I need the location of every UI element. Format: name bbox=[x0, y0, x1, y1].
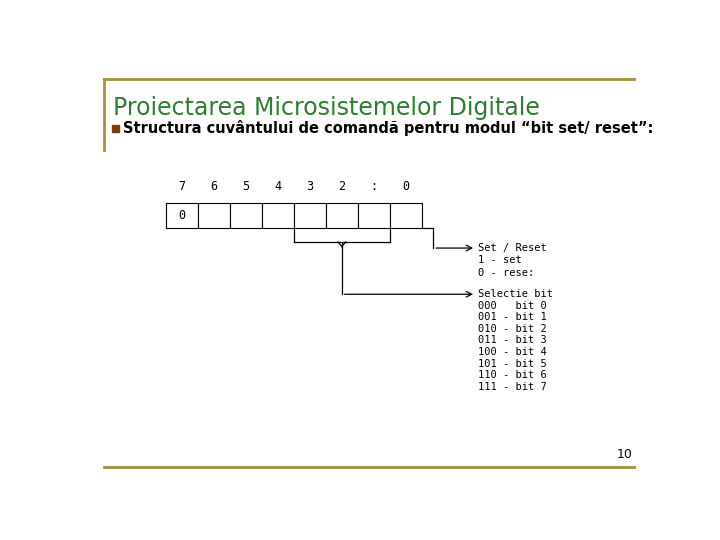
Text: 011 - bit 3: 011 - bit 3 bbox=[478, 335, 547, 346]
Text: 6: 6 bbox=[210, 180, 217, 193]
Text: :: : bbox=[370, 180, 377, 193]
Bar bbox=[230, 204, 262, 228]
Text: 7: 7 bbox=[179, 180, 186, 193]
Text: 3: 3 bbox=[306, 180, 313, 193]
Text: Proiectarea Microsistemelor Digitale: Proiectarea Microsistemelor Digitale bbox=[113, 96, 540, 119]
Text: 0: 0 bbox=[402, 180, 409, 193]
Bar bbox=[325, 204, 358, 228]
Text: 4: 4 bbox=[274, 180, 282, 193]
Text: 100 - bit 4: 100 - bit 4 bbox=[478, 347, 547, 357]
Text: Set / Reset: Set / Reset bbox=[478, 243, 547, 253]
Text: 2: 2 bbox=[338, 180, 346, 193]
Text: 0 - rese:: 0 - rese: bbox=[478, 268, 534, 278]
Text: 110 - bit 6: 110 - bit 6 bbox=[478, 370, 547, 380]
Text: Structura cuvântului de comandă pentru modul “bit set/ reset”:: Structura cuvântului de comandă pentru m… bbox=[122, 120, 653, 136]
Text: 101 - bit 5: 101 - bit 5 bbox=[478, 359, 547, 369]
Text: 5: 5 bbox=[243, 180, 249, 193]
Text: 1 - set: 1 - set bbox=[478, 255, 522, 265]
Bar bbox=[166, 204, 198, 228]
Text: 000   bit 0: 000 bit 0 bbox=[478, 301, 547, 311]
Text: 10: 10 bbox=[616, 448, 632, 461]
Bar bbox=[112, 125, 119, 132]
Text: 010 - bit 2: 010 - bit 2 bbox=[478, 324, 547, 334]
Text: 111 - bit 7: 111 - bit 7 bbox=[478, 382, 547, 392]
Bar bbox=[358, 204, 390, 228]
Text: 001 - bit 1: 001 - bit 1 bbox=[478, 312, 547, 322]
Bar bbox=[294, 204, 325, 228]
Bar bbox=[262, 204, 294, 228]
Bar bbox=[390, 204, 422, 228]
Bar bbox=[198, 204, 230, 228]
Text: 0: 0 bbox=[179, 209, 186, 222]
Text: Selectie bit: Selectie bit bbox=[478, 289, 553, 299]
